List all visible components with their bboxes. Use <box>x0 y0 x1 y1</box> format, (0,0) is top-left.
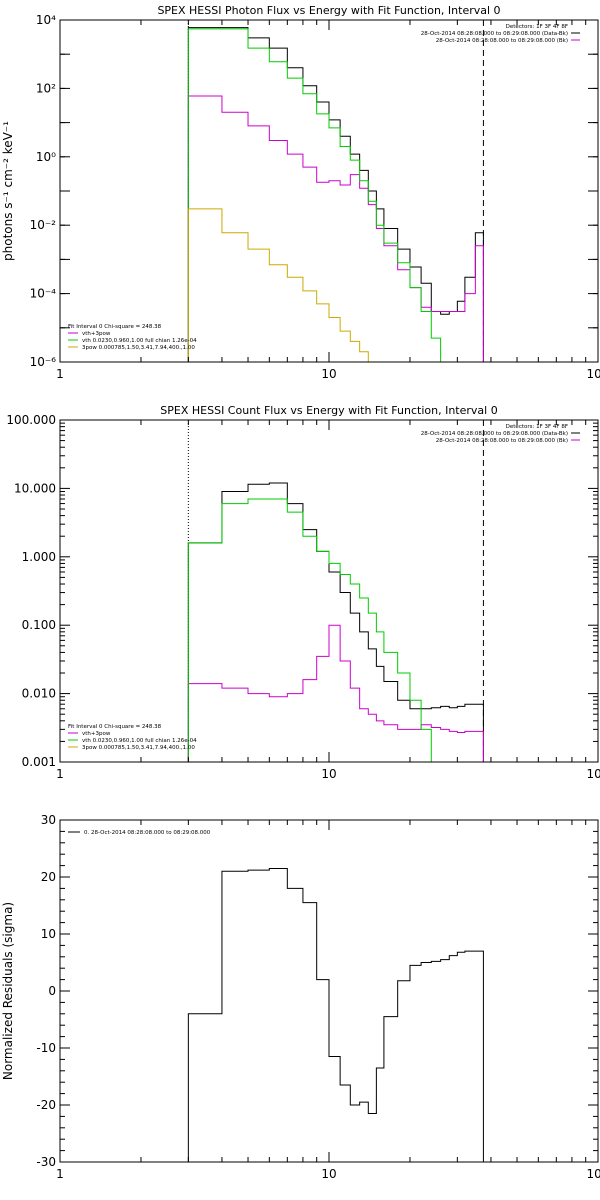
y-tick-label: 10 <box>41 927 56 941</box>
y-axis-label: photons s⁻¹ cm⁻² keV⁻¹ <box>1 121 15 261</box>
data-layer <box>187 867 484 1162</box>
y-tick-label: 10⁻⁴ <box>30 287 57 301</box>
series-line-data-bk <box>187 27 484 362</box>
fit-legend-header: Fit Interval 0 Chi-square = 248.38 <box>68 324 162 330</box>
chart-panel-1: SPEX HESSI Photon Flux vs Energy with Fi… <box>1 4 600 381</box>
chart-title: SPEX HESSI Photon Flux vs Energy with Fi… <box>157 4 500 17</box>
legend-label: vth+3pow <box>82 731 111 737</box>
x-tick-label: 10 <box>321 1167 336 1181</box>
y-tick-label: 10.000 <box>14 481 56 495</box>
series-line-residuals <box>187 867 484 1162</box>
y-tick-label: 10⁻² <box>30 218 57 232</box>
y-tick-label: 10⁰ <box>36 150 56 164</box>
y-tick-label: 1.000 <box>22 550 56 564</box>
series-line-3pow <box>187 208 484 362</box>
series-line-vth-3pow <box>187 624 484 762</box>
chart-title: SPEX HESSI Count Flux vs Energy with Fit… <box>160 404 497 417</box>
x-tick-label: 1 <box>56 767 64 781</box>
data-layer <box>187 20 484 362</box>
info-text: 28-Oct-2014 08:28:08.000 to 08:29:08.000… <box>436 38 568 44</box>
legend-label: vth 0.0230,0.960,1.00 full chian 1.26e-0… <box>82 338 197 344</box>
y-axis-label: Normalized Residuals (sigma) <box>1 902 15 1080</box>
y-tick-label: 10⁴ <box>36 13 56 27</box>
x-tick-label: 10 <box>321 367 336 381</box>
y-tick-label: 10² <box>36 81 56 95</box>
chart-panel-3: 1 10 100 -30 -20 -10 0 10 20 30 Normalized Residua… <box>1 813 600 1181</box>
legend-label: vth 0.0230,0.960,1.00 full chian 1.26e-0… <box>82 738 197 744</box>
legend-label: vth+3pow <box>82 331 111 337</box>
y-tick-label: 20 <box>41 870 56 884</box>
y-tick-label: -30 <box>36 1155 56 1169</box>
legend-label: 0. 28-Oct-2014 08:28:08.000 to 08:29:08.… <box>84 830 211 836</box>
info-text: 28-Oct-2014 08:28:08.000 to 08:29:08.000… <box>421 31 568 37</box>
legend-label: 3pow 0.000785,1.50,3.41,7.94,400.,1.00 <box>82 345 195 351</box>
y-tick-label: 0 <box>48 984 56 998</box>
x-tick-label: 10 <box>321 767 336 781</box>
y-tick-label: -20 <box>36 1098 56 1112</box>
legend-label: 3pow 0.000785,1.50,3.41,7.94,400.,1.00 <box>82 745 195 751</box>
info-text: 28-Oct-2014 08:28:08.000 to 08:29:08.000… <box>421 431 568 437</box>
x-tick-label: 100 <box>587 367 600 381</box>
y-tick-label: 10⁻⁶ <box>30 355 57 369</box>
series-line-vth <box>187 28 484 362</box>
y-tick-label: -10 <box>36 1041 56 1055</box>
info-text: Detectors: 1F 3F 4F 8F <box>506 24 568 30</box>
x-tick-label: 100 <box>587 1167 600 1181</box>
y-tick-label: 0.100 <box>22 618 56 632</box>
y-tick-label: 0.001 <box>22 755 56 769</box>
y-tick-label: 0.010 <box>22 687 56 701</box>
series-line-data-bk <box>187 482 484 762</box>
y-tick-label: 100.000 <box>6 413 56 427</box>
series-line-vth-3pow <box>187 95 484 362</box>
fit-legend-header: Fit Interval 0 Chi-square = 248.38 <box>68 724 162 730</box>
x-tick-label: 100 <box>587 767 600 781</box>
chart-panel-2: SPEX HESSI Count Flux vs Energy with Fit… <box>6 404 600 781</box>
info-text: 28-Oct-2014 08:28:08.000 to 08:29:08.000… <box>436 438 568 444</box>
info-text: Detectors: 1F 3F 4F 8F <box>506 424 568 430</box>
y-tick-label: 30 <box>41 813 56 827</box>
plot-frame <box>59 419 599 763</box>
data-layer <box>187 420 484 762</box>
x-tick-label: 1 <box>56 367 64 381</box>
series-line-vth <box>187 498 484 762</box>
x-tick-label: 1 <box>56 1167 64 1181</box>
